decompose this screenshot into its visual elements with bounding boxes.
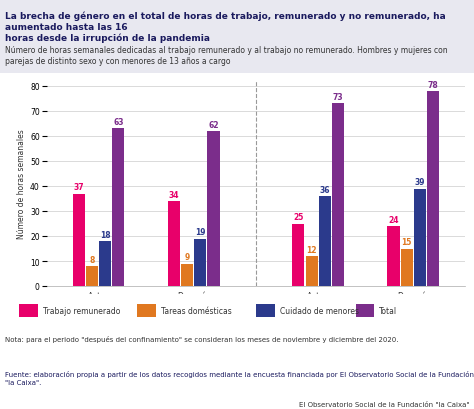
Text: 63: 63 — [113, 118, 124, 127]
Text: El Observatorio Social de la Fundación "la Caixa": El Observatorio Social de la Fundación "… — [299, 401, 469, 407]
Text: 24: 24 — [388, 216, 399, 225]
Text: Hombres: Hombres — [127, 326, 165, 335]
Text: 8: 8 — [90, 255, 95, 264]
Bar — [137, 304, 156, 317]
Bar — [73, 194, 85, 286]
Text: 73: 73 — [333, 93, 343, 102]
Bar — [319, 196, 331, 286]
Bar — [414, 189, 426, 286]
Y-axis label: Número de horas semanales: Número de horas semanales — [17, 129, 26, 239]
Bar — [99, 241, 111, 286]
Text: Tareas domésticas: Tareas domésticas — [161, 306, 232, 315]
Text: 37: 37 — [73, 183, 84, 192]
Text: Nota: para el periodo "después del confinamiento" se consideran los meses de nov: Nota: para el periodo "después del confi… — [5, 335, 398, 342]
Text: 78: 78 — [428, 81, 438, 90]
Bar — [427, 92, 439, 286]
Text: 62: 62 — [208, 121, 219, 130]
Text: Trabajo remunerado: Trabajo remunerado — [43, 306, 120, 315]
Text: 34: 34 — [169, 191, 179, 200]
Bar — [112, 129, 125, 286]
Text: Mujeres: Mujeres — [349, 326, 383, 335]
Text: 18: 18 — [100, 230, 110, 239]
Text: Cuidado de menores: Cuidado de menores — [280, 306, 359, 315]
Text: 19: 19 — [195, 228, 206, 237]
Text: 25: 25 — [293, 213, 303, 222]
Text: Total: Total — [379, 306, 397, 315]
Bar — [208, 132, 219, 286]
Bar — [292, 224, 304, 286]
Bar — [181, 264, 193, 286]
Bar — [168, 202, 180, 286]
Text: 12: 12 — [306, 245, 317, 254]
Text: La brecha de género en el total de horas de trabajo, remunerado y no remunerado,: La brecha de género en el total de horas… — [5, 11, 446, 43]
Text: Fuente: elaboración propia a partir de los datos recogidos mediante la encuesta : Fuente: elaboración propia a partir de l… — [5, 370, 474, 384]
Bar — [332, 104, 344, 286]
Text: 36: 36 — [319, 186, 330, 195]
Text: 9: 9 — [184, 253, 190, 262]
Text: 39: 39 — [415, 178, 425, 187]
Bar — [401, 249, 413, 286]
Bar — [306, 256, 318, 286]
Bar — [194, 239, 206, 286]
Bar — [19, 304, 38, 317]
Text: Número de horas semanales dedicadas al trabajo remunerado y al trabajo no remune: Número de horas semanales dedicadas al t… — [5, 46, 447, 66]
Bar — [256, 304, 275, 317]
Bar — [86, 266, 98, 286]
Bar — [356, 304, 374, 317]
Bar — [387, 227, 400, 286]
Text: 15: 15 — [401, 238, 412, 247]
